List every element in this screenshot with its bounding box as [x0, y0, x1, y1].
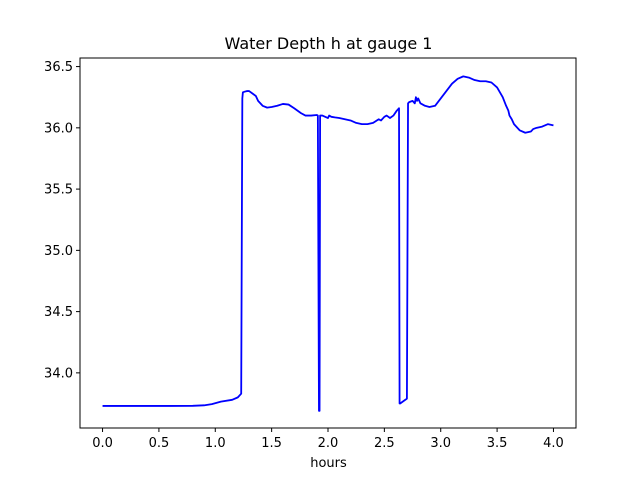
x-tick-label: 2.5 — [374, 436, 395, 451]
plot-frame — [79, 57, 577, 429]
x-tick-label: 1.5 — [261, 436, 282, 451]
y-tick-label: 35.0 — [44, 244, 73, 259]
plot-area — [79, 57, 577, 429]
y-tick-label: 36.5 — [44, 60, 73, 75]
x-axis-ticks: 0.0 0.5 1.0 1.5 2.0 2.5 3.0 3.5 4.0 — [92, 428, 564, 451]
x-tick-label: 3.0 — [430, 436, 451, 451]
x-tick-label: 3.5 — [487, 436, 508, 451]
y-tick-label: 34.5 — [44, 305, 73, 320]
y-axis-ticks: 34.0 34.5 35.0 35.5 36.0 36.5 — [44, 60, 80, 381]
y-tick-label: 35.5 — [44, 183, 73, 198]
x-axis-label: hours — [310, 456, 347, 471]
x-tick-label: 0.5 — [149, 436, 170, 451]
y-tick-label: 36.0 — [44, 121, 73, 136]
series-line — [102, 75, 554, 412]
y-tick-label: 34.0 — [44, 366, 73, 381]
x-tick-label: 4.0 — [543, 436, 564, 451]
chart-title: Water Depth h at gauge 1 — [225, 34, 433, 53]
x-tick-label: 1.0 — [205, 436, 226, 451]
x-tick-label: 0.0 — [92, 436, 113, 451]
x-tick-label: 2.0 — [318, 436, 339, 451]
